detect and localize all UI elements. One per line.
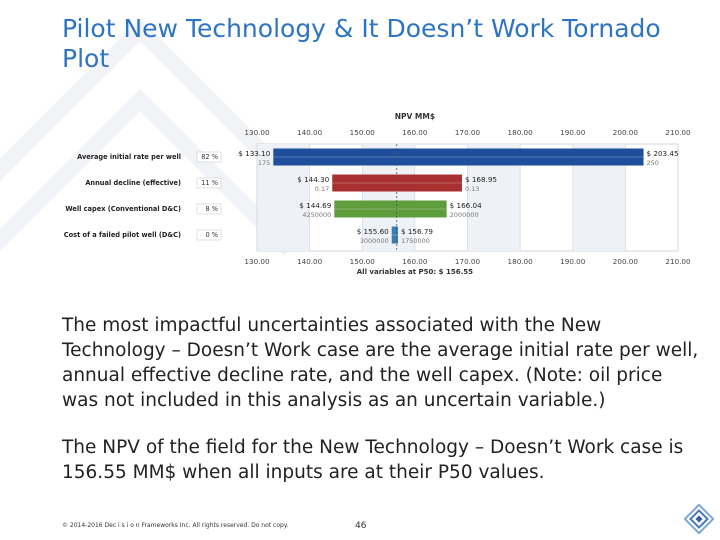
high-input-label: 250 xyxy=(647,159,659,167)
page-number: 46 xyxy=(355,521,367,531)
x-tick-label-bottom: 190.00 xyxy=(560,257,586,266)
percent-box xyxy=(196,151,222,163)
x-tick-label-top: 210.00 xyxy=(665,128,691,137)
tornado-bar xyxy=(391,226,398,244)
percent-box xyxy=(196,177,222,189)
x-axis-label: All variables at P50: $ 156.55 xyxy=(357,268,473,276)
x-tick-label-bottom: 140.00 xyxy=(297,257,323,266)
x-tick-label-bottom: 170.00 xyxy=(455,257,481,266)
variance-percent: 82 % xyxy=(201,153,218,161)
high-input-label: 0.13 xyxy=(465,185,479,193)
low-npv-label: $ 144.69 xyxy=(299,201,331,210)
x-tick-label-bottom: 160.00 xyxy=(402,257,428,266)
analysis-paragraph: The most impactful uncertainties associa… xyxy=(62,315,699,411)
chart-title: NPV MM$ xyxy=(395,112,435,121)
variable-label: Annual decline (effective) xyxy=(85,179,181,187)
x-tick-label-top: 140.00 xyxy=(297,128,323,137)
percent-box xyxy=(196,229,222,241)
low-npv-label: $ 133.10 xyxy=(238,149,270,158)
low-input-label: 4250000 xyxy=(302,211,331,219)
high-input-label: 1750000 xyxy=(401,237,430,245)
company-logo xyxy=(684,504,714,534)
x-tick-label-top: 160.00 xyxy=(402,128,428,137)
variance-percent: 8 % xyxy=(205,205,218,213)
copyright-footer: © 2014-2016 Dec i s i o n Frameworks Inc… xyxy=(62,522,289,529)
slide-title: Pilot New Technology & It Doesn’t Work T… xyxy=(62,14,661,73)
npv-paragraph: The NPV of the field for the New Technol… xyxy=(62,437,684,483)
x-tick-label-top: 190.00 xyxy=(560,128,586,137)
x-tick-label-bottom: 200.00 xyxy=(613,257,639,266)
high-npv-label: $ 203.45 xyxy=(647,149,679,158)
variable-label: Well capex (Conventional D&C) xyxy=(65,205,181,213)
x-tick-label-bottom: 150.00 xyxy=(350,257,376,266)
x-tick-label-bottom: 180.00 xyxy=(508,257,534,266)
low-npv-label: $ 144.30 xyxy=(297,175,329,184)
x-tick-label-top: 150.00 xyxy=(350,128,376,137)
high-npv-label: $ 156.79 xyxy=(401,227,433,236)
x-tick-label-top: 180.00 xyxy=(508,128,534,137)
low-input-label: 3000000 xyxy=(360,237,389,245)
low-input-label: 175 xyxy=(258,159,270,167)
percent-box xyxy=(196,203,222,215)
tornado-bar xyxy=(334,200,447,218)
high-npv-label: $ 168.95 xyxy=(465,175,497,184)
x-tick-label-bottom: 130.00 xyxy=(244,257,270,266)
tornado-chart: 130.00 130.00 140.00 140.00 150.00 150.00 160.… xyxy=(64,112,691,276)
low-npv-label: $ 155.60 xyxy=(357,227,389,236)
x-tick-label-top: 200.00 xyxy=(613,128,639,137)
variable-label: Average initial rate per well xyxy=(77,153,181,161)
high-input-label: 2000000 xyxy=(450,211,479,219)
x-tick-label-bottom: 210.00 xyxy=(665,257,691,266)
variable-label: Cost of a failed pilot well (D&C) xyxy=(64,231,181,239)
high-npv-label: $ 166.04 xyxy=(450,201,482,210)
x-tick-label-top: 130.00 xyxy=(244,128,270,137)
tornado-bar xyxy=(332,174,462,192)
low-input-label: 0.17 xyxy=(315,185,329,193)
variance-percent: 11 % xyxy=(201,179,218,187)
tornado-bar xyxy=(273,148,644,166)
x-tick-label-top: 170.00 xyxy=(455,128,481,137)
variance-percent: 0 % xyxy=(205,231,218,239)
